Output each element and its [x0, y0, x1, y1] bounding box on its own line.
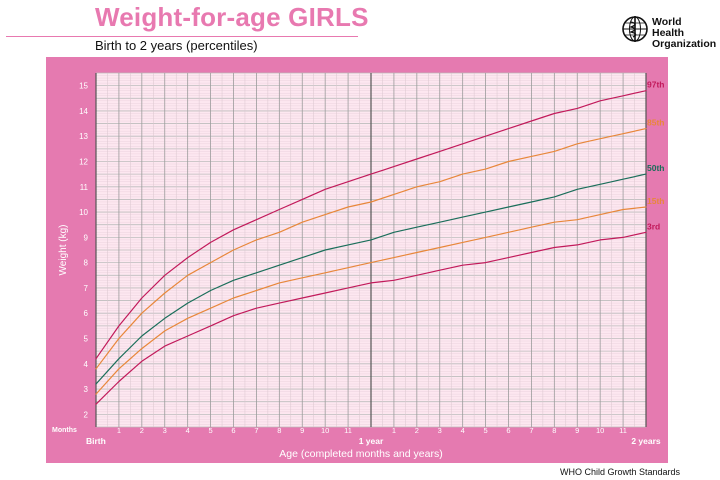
y-tick-label-right: 7 — [672, 284, 677, 293]
x-axis-label: Age (completed months and years) — [279, 448, 442, 460]
y-tick-label-right: 2 — [672, 410, 677, 419]
y-tick-label-right: 8 — [672, 259, 677, 268]
x-month-label: 3 — [438, 426, 442, 435]
x-month-label: 10 — [596, 426, 604, 435]
chart-subtitle: Birth to 2 years (percentiles) — [95, 38, 258, 53]
x-month-label: 8 — [277, 426, 281, 435]
x-month-label: 1 — [392, 426, 396, 435]
x-month-label: 11 — [619, 426, 627, 435]
y-tick-label-right: 12 — [672, 158, 681, 167]
series-line-97th — [95, 90, 647, 360]
x-month-label: 3 — [163, 426, 167, 435]
x-month-label: 4 — [186, 426, 190, 435]
y-tick-label-right: 6 — [672, 309, 677, 318]
title-rule — [6, 36, 358, 37]
x-major-label: Birth — [86, 436, 106, 446]
who-name-line1: World Health — [652, 16, 685, 39]
series-line-15th — [95, 206, 647, 395]
who-name: World Health Organization — [652, 17, 716, 50]
series-label-15th: 15th — [647, 196, 664, 206]
x-month-label: 6 — [506, 426, 510, 435]
y-axis-label: Weight (kg) — [58, 225, 69, 276]
y-tick-label-right: 9 — [672, 233, 677, 242]
y-tick-label-right: 3 — [672, 385, 677, 394]
x-month-label: 4 — [461, 426, 465, 435]
y-tick-label-left: 13 — [79, 132, 88, 141]
x-month-label: 7 — [254, 426, 258, 435]
x-month-label: 6 — [231, 426, 235, 435]
x-month-label: 11 — [344, 426, 352, 435]
x-month-label: 9 — [575, 426, 579, 435]
series-label-85th: 85th — [647, 118, 664, 128]
y-tick-label-left: 5 — [84, 335, 89, 344]
series-label-3rd: 3rd — [647, 221, 660, 231]
x-month-label: 2 — [415, 426, 419, 435]
series-label-97th: 97th — [647, 80, 664, 90]
y-tick-label-left: 4 — [84, 360, 89, 369]
y-tick-label-left: 15 — [79, 82, 88, 91]
series-line-3rd — [95, 231, 647, 405]
y-tick-label-left: 6 — [84, 309, 89, 318]
x-month-label: 9 — [300, 426, 304, 435]
x-month-label: 2 — [140, 426, 144, 435]
y-tick-label-left: 7 — [84, 284, 89, 293]
who-name-line2: Organization — [652, 38, 717, 50]
y-tick-label-left: 9 — [84, 233, 89, 242]
y-tick-label-left: 12 — [79, 158, 88, 167]
chart-title: Weight-for-age GIRLS — [95, 2, 369, 32]
y-tick-label-right: 14 — [672, 107, 681, 116]
y-tick-label-left: 8 — [84, 259, 89, 268]
x-major-label: 2 years — [631, 436, 661, 446]
y-tick-label-right: 5 — [672, 335, 677, 344]
x-month-label: 1 — [117, 426, 121, 435]
x-major-label: 1 year — [359, 436, 384, 446]
y-tick-label-right: 10 — [672, 208, 681, 217]
y-tick-label-left: 2 — [84, 410, 89, 419]
x-axis-marker: Months — [52, 427, 77, 434]
y-tick-label-right: 15 — [672, 82, 681, 91]
series-line-50th — [95, 173, 647, 385]
y-tick-label-left: 10 — [79, 208, 88, 217]
x-month-label: 5 — [208, 426, 212, 435]
series-line-85th — [95, 128, 647, 370]
series-label-50th: 50th — [647, 163, 664, 173]
who-emblem-icon — [622, 16, 648, 42]
y-tick-label-right: 11 — [672, 183, 681, 192]
who-logo: World Health Organization — [620, 14, 716, 50]
y-tick-label-right: 4 — [672, 360, 677, 369]
x-month-label: 7 — [529, 426, 533, 435]
x-month-label: 10 — [321, 426, 329, 435]
footer-source: WHO Child Growth Standards — [560, 467, 681, 477]
y-tick-label-right: 13 — [672, 132, 681, 141]
x-month-label: 8 — [552, 426, 556, 435]
y-tick-label-left: 14 — [79, 107, 88, 116]
x-month-label: 5 — [483, 426, 487, 435]
y-tick-label-left: 11 — [80, 183, 89, 192]
y-tick-label-left: 3 — [84, 385, 89, 394]
